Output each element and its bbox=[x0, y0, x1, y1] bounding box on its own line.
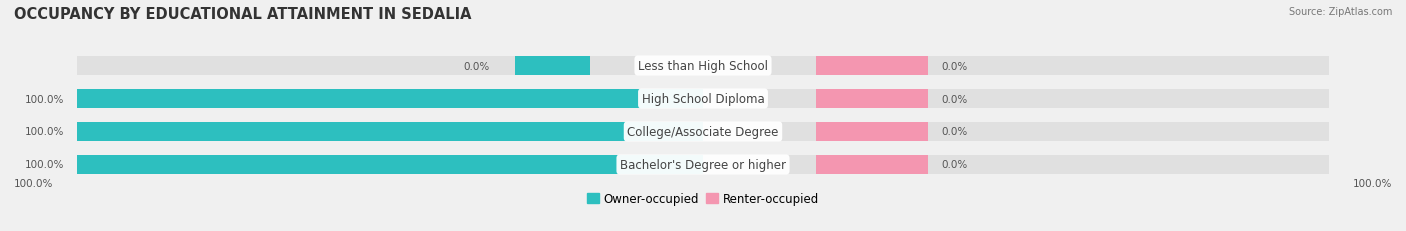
Text: 100.0%: 100.0% bbox=[1353, 179, 1392, 188]
Text: 100.0%: 100.0% bbox=[25, 94, 65, 104]
Text: 100.0%: 100.0% bbox=[25, 127, 65, 137]
Text: Bachelor's Degree or higher: Bachelor's Degree or higher bbox=[620, 158, 786, 171]
Bar bbox=[515, 57, 591, 76]
Bar bbox=[77, 90, 1329, 109]
Bar bbox=[815, 57, 928, 76]
Bar bbox=[77, 57, 1329, 76]
Text: Less than High School: Less than High School bbox=[638, 60, 768, 73]
Bar bbox=[815, 122, 928, 141]
Text: 0.0%: 0.0% bbox=[941, 127, 967, 137]
Bar bbox=[77, 122, 703, 141]
Bar bbox=[77, 155, 1329, 174]
Text: High School Diploma: High School Diploma bbox=[641, 93, 765, 106]
Text: College/Associate Degree: College/Associate Degree bbox=[627, 125, 779, 138]
Bar bbox=[77, 90, 703, 109]
Bar bbox=[77, 122, 1329, 141]
Text: 100.0%: 100.0% bbox=[25, 160, 65, 170]
Text: Source: ZipAtlas.com: Source: ZipAtlas.com bbox=[1288, 7, 1392, 17]
Legend: Owner-occupied, Renter-occupied: Owner-occupied, Renter-occupied bbox=[582, 188, 824, 210]
Text: 0.0%: 0.0% bbox=[464, 61, 491, 71]
Bar bbox=[77, 155, 703, 174]
Text: 0.0%: 0.0% bbox=[941, 61, 967, 71]
Text: 100.0%: 100.0% bbox=[14, 179, 53, 188]
Bar bbox=[815, 155, 928, 174]
Text: 0.0%: 0.0% bbox=[941, 160, 967, 170]
Text: 0.0%: 0.0% bbox=[941, 94, 967, 104]
Text: OCCUPANCY BY EDUCATIONAL ATTAINMENT IN SEDALIA: OCCUPANCY BY EDUCATIONAL ATTAINMENT IN S… bbox=[14, 7, 471, 22]
Bar bbox=[815, 90, 928, 109]
